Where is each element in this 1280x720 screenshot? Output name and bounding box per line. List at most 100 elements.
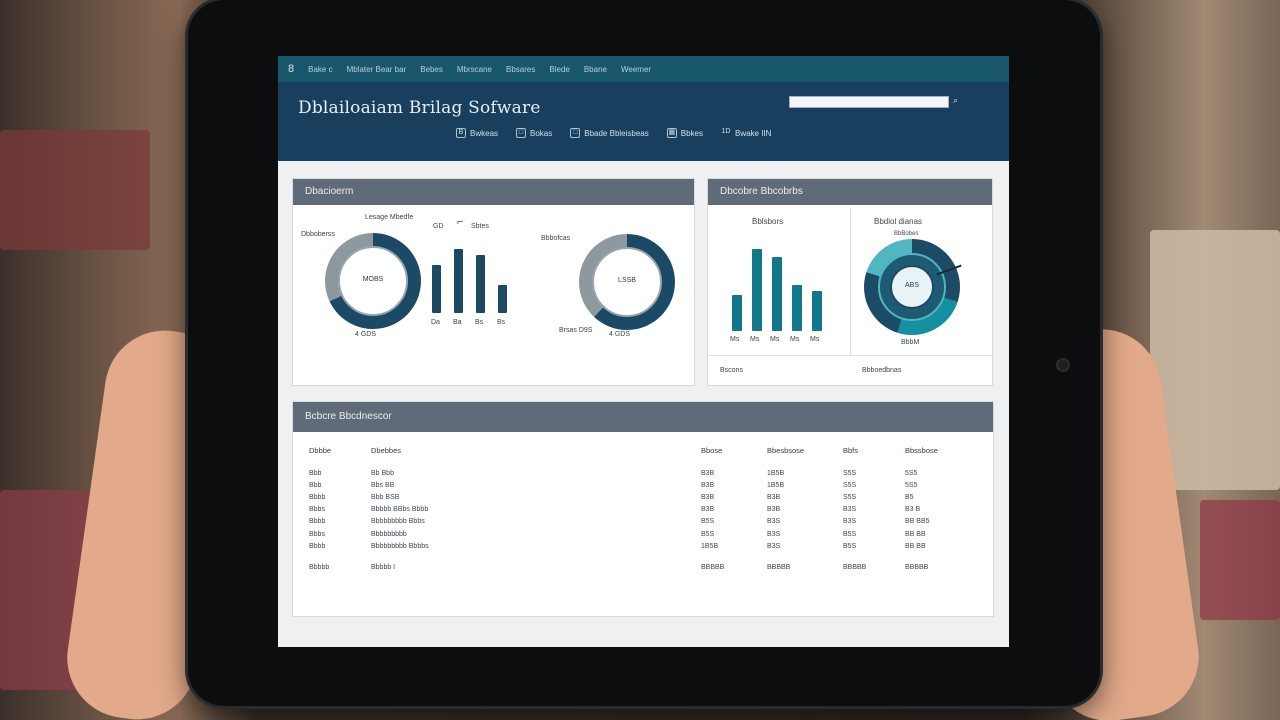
radial-chart-title: Bbdiol dianas [874,217,923,226]
table-cell: B5 [905,493,914,501]
table-cell: B3B [701,481,715,489]
bar-1[interactable] [732,295,742,331]
bar-group-legend-a: GD [433,223,444,230]
top-navigation: 8 Bake c Mblater Bear bar Bebes Mbrscane… [278,56,1009,82]
shelf-boxes-right-lower [1200,500,1280,620]
nav-item-5[interactable]: Bbsares [506,64,536,74]
shelf-boxes-left [0,130,150,250]
left-donut-bottom-label: 4 GDS [355,331,377,338]
table-cell: Bbbbbbbbb Bbbbs [371,542,429,550]
table-cell: 5S5 [905,481,918,489]
mini-bar-tick-2: Ba [453,319,462,326]
app-logo-icon[interactable]: 8 [288,63,295,75]
toolbar-item-4[interactable]: ▦ Bbkes [666,128,703,138]
toolbar-item-2[interactable]: □ Bokas [516,128,552,138]
table-cell: BB BB [905,530,926,538]
left-donut-chart[interactable]: MOBS [325,233,421,329]
col-header[interactable]: Bbssbose [905,446,938,455]
toolbar-label-1: Bwkeas [470,128,499,138]
table-cell: Bbbs [309,506,325,514]
camera-icon [1056,358,1070,372]
mini-bar-4[interactable] [498,285,507,313]
table-row[interactable]: Bbb Bbs BB B3B 1B5B S5S 5S5 [303,479,987,491]
table-cell: Bbs BB [371,481,395,489]
right-donut-center: LSSB [618,277,636,284]
table-row[interactable]: Bbbb Bbbbbbbbb Bbbs B5S B3S B3S BB BB5 [303,516,987,528]
table-cell: B3S [767,530,781,538]
bracket-icon: ⌐ [457,216,464,228]
bar-tick-3: Ms [770,336,780,343]
bar-4[interactable] [792,285,802,331]
toolbar-item-5[interactable]: 1D Bwake IIN [721,128,772,138]
bar-3[interactable] [772,257,782,331]
radial-footer: Bbboedbnas [862,367,902,374]
col-header[interactable]: Dbebbes [371,446,402,455]
table-cell: S5S [843,493,857,501]
table-cell: B5S [843,530,857,538]
table-cell: Bbb [309,469,322,477]
bar-5[interactable] [812,291,822,331]
table-cell: S5S [843,481,857,489]
toolbar-item-3[interactable]: □ Bbade Bbleisbeas [570,128,649,138]
bar-2[interactable] [752,249,762,331]
table-cell: B3B [701,469,715,477]
analytics-panel-header: Dbcobre Bbcobrbs [708,179,992,205]
table-cell: BBBBB [767,564,791,572]
toolbar-label-4: Bbkes [680,128,703,138]
table-row[interactable]: Bbbb Bbbbbbbbb Bbbbs 1B5B B3S B5S BB BB [303,540,987,552]
records-table-panel: Bcbcre Bbcdnescor Dbbbe Dbebbes Bbose Bb… [292,401,994,617]
doc-icon: □ [570,128,581,138]
search-input[interactable] [789,96,949,108]
table-row[interactable]: Bbbs Bbbbbbbbb B5S B3S B5S BB BB [303,528,987,540]
right-donut-label: Bbbofcas [541,235,571,242]
table-cell: Bbb [309,481,322,489]
mini-bar-2[interactable] [454,249,463,313]
radial-bottom-label: BbbM [901,339,920,346]
table-row[interactable]: Bbb Bb Bbb B3B 1B5B S5S 5S5 [303,467,987,479]
table-cell: BBBBB [701,564,725,572]
col-header[interactable]: Dbbbe [309,446,332,455]
nav-item-1[interactable]: Bake c [308,64,333,74]
shelf-boxes-right [1150,230,1280,490]
overview-panel: Dbacioerm Dbboberss MOBS 4 GDS Lesage Mb… [292,178,695,386]
table-cell: Bbbbb [309,564,330,572]
file-icon: B [456,128,466,138]
table-cell: B3 B [905,506,921,514]
table-cell: 1B5B [701,542,719,550]
table-cell: Bbbbb I [371,564,396,572]
toolbar-item-1[interactable]: B Bwkeas [456,128,498,138]
right-donut-chart[interactable]: LSSB [579,234,675,330]
table-cell: 1B5B [767,481,785,489]
bar-group-legend-b: Sbtes [471,223,489,230]
mini-bar-1[interactable] [432,265,441,313]
search-icon[interactable]: ⌕ [953,95,959,105]
table-cell: 5S5 [905,469,918,477]
table-row[interactable]: Bbbb Bbb BSB B3B B3B S5S B5 [303,491,987,503]
table-cell: B5S [701,530,715,538]
panel-divider [850,207,851,357]
radial-gauge-chart[interactable]: ABS [864,239,960,335]
nav-item-7[interactable]: Bbane [583,64,607,74]
bar-group-label: Lesage Mbedfe [365,214,414,221]
radial-top-label: BbBobes [894,231,919,237]
mini-bar-tick-1: Da [431,319,440,326]
table-cell: B3B [767,506,781,514]
nav-item-6[interactable]: Blede [549,64,570,74]
overview-panel-header: Dbacioerm [293,179,694,205]
nav-item-4[interactable]: Mbrscane [456,64,492,74]
nav-item-8[interactable]: Weemer [620,64,652,74]
toolbar-label-2: Bokas [530,128,553,138]
grid-icon: ▦ [666,128,677,138]
mini-bar-3[interactable] [476,255,485,313]
col-header[interactable]: Bbose [701,446,723,455]
table-header-row: Dbbbe Dbebbes Bbose Bbesbsose Bbfs Bbssb… [303,442,987,467]
nav-item-2[interactable]: Mblater Bear bar [346,64,407,74]
table-row[interactable]: Bbbs Bbbbb BBbs Bbbb B3B B3B B3S B3 B [303,504,987,516]
col-header[interactable]: Bbesbsose [767,446,805,455]
toolbar: B Bwkeas □ Bokas □ Bbade Bbleisbeas ▦ Bb… [456,128,771,138]
table-total-row[interactable]: Bbbbb Bbbbb I BBBBB BBBBB BBBBB BBBBB [303,552,987,574]
nav-item-3[interactable]: Bebes [420,64,443,74]
records-panel-header: Bcbcre Bbcdnescor [293,402,993,432]
tag-icon: 1D [721,128,731,135]
col-header[interactable]: Bbfs [843,446,859,455]
